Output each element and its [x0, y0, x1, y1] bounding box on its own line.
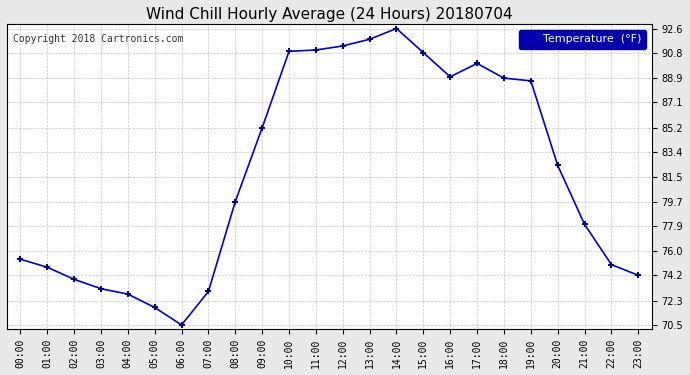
Title: Wind Chill Hourly Average (24 Hours) 20180704: Wind Chill Hourly Average (24 Hours) 201…	[146, 7, 513, 22]
Text: Copyright 2018 Cartronics.com: Copyright 2018 Cartronics.com	[13, 34, 184, 44]
Legend: Temperature  (°F): Temperature (°F)	[519, 30, 646, 49]
